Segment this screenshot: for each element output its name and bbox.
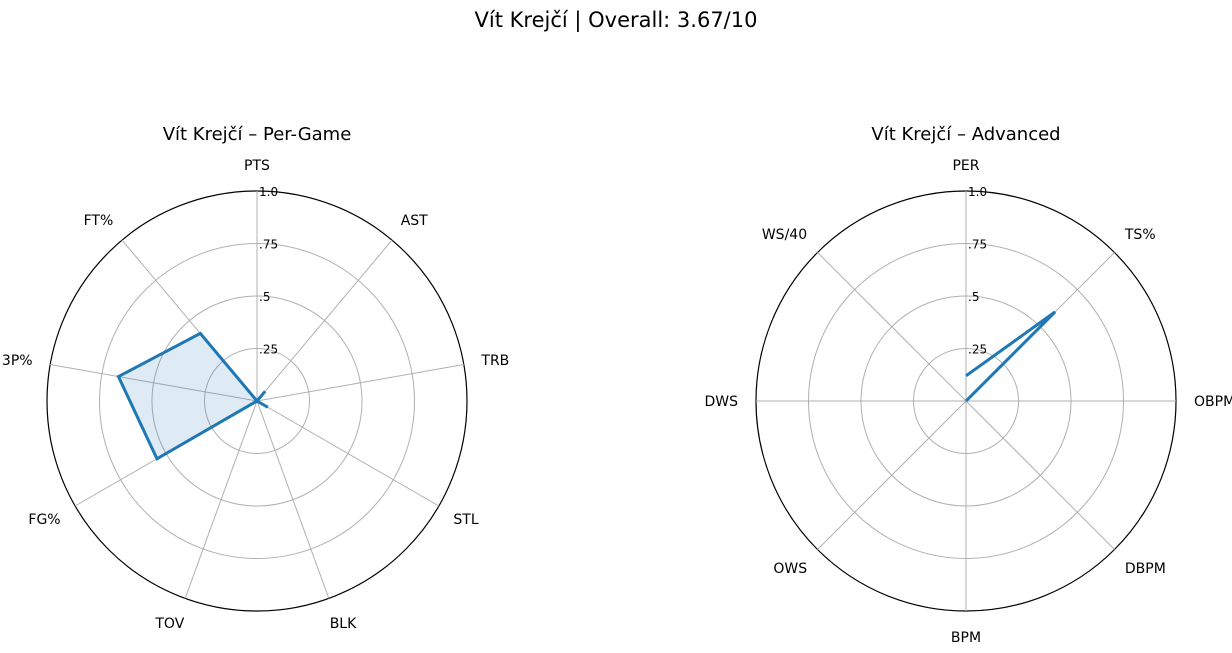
data-point-3p-pct <box>117 375 120 378</box>
axis-label-dws: DWS <box>704 394 738 410</box>
chart-title: Vít Krejčí – Per-Game <box>163 124 352 145</box>
grid-spoke-ws-40 <box>818 253 966 401</box>
data-point-ts-pct <box>1054 310 1057 313</box>
grid-spoke-ows <box>818 401 966 549</box>
radar-chart-advanced: Vít Krejčí – Advanced .25 .5 .75 1.0 PER TS% OB… <box>704 124 1232 646</box>
grid-spoke-blk <box>257 401 329 598</box>
axis-label-3p-pct: 3P% <box>2 353 33 369</box>
r-tick-label: .5 <box>259 290 270 304</box>
r-tick-label: .25 <box>259 343 278 357</box>
r-tick-label: .75 <box>968 238 987 252</box>
axis-label-obpm: OBPM <box>1194 394 1232 410</box>
r-tick-label: .25 <box>968 343 987 357</box>
grid-spoke-stl <box>257 401 439 506</box>
r-tick-label: 1.0 <box>259 185 278 199</box>
grid-spoke-dbpm <box>966 401 1114 549</box>
chart-title: Vít Krejčí – Advanced <box>871 124 1060 145</box>
data-point-tov <box>256 400 259 403</box>
axis-label-fg-pct: FG% <box>28 512 60 528</box>
axis-label-ts-pct: TS% <box>1124 227 1156 243</box>
data-point-fg-pct <box>155 457 158 460</box>
r-tick-label: .75 <box>259 238 278 252</box>
axis-label-dbpm: DBPM <box>1125 561 1166 577</box>
axis-label-blk: BLK <box>330 616 357 632</box>
data-point-ft-pct <box>199 332 202 335</box>
data-point-ast <box>264 390 267 393</box>
axis-label-tov: TOV <box>154 616 184 632</box>
axis-label-ast: AST <box>401 213 428 229</box>
axis-label-trb: TRB <box>480 353 509 369</box>
radar-chart-per-game: Vít Krejčí – Per-Game .25 .5 .75 1.0 PTS AST TR… <box>2 124 509 632</box>
axis-label-pts: PTS <box>244 158 270 174</box>
r-tick-label: .5 <box>968 290 979 304</box>
axis-label-ows: OWS <box>773 561 807 577</box>
axis-label-stl: STL <box>453 512 478 528</box>
r-tick-label: 1.0 <box>968 185 987 199</box>
data-point-stl <box>266 406 269 409</box>
series-fill <box>118 333 267 458</box>
data-point-per <box>965 374 968 377</box>
axis-label-ft-pct: FT% <box>84 213 114 229</box>
axis-label-ws-40: WS/40 <box>762 227 807 243</box>
grid-spoke-ast <box>257 240 392 401</box>
data-point-ws-40 <box>965 400 968 403</box>
axis-label-bpm: BPM <box>951 630 981 646</box>
grid-spoke-trb <box>257 365 464 401</box>
axis-label-per: PER <box>952 158 979 174</box>
